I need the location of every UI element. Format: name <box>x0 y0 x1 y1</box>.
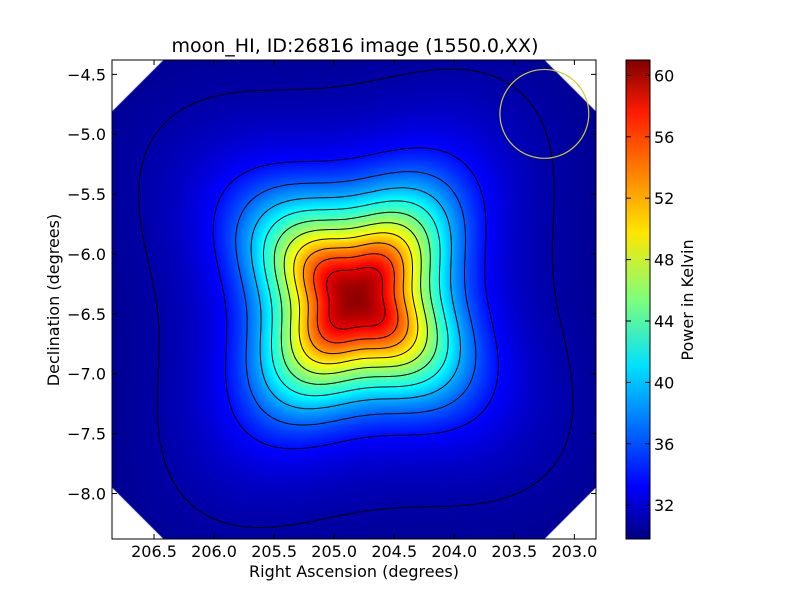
y-tick-label: −5.0 <box>67 125 106 144</box>
contour-line <box>263 200 449 397</box>
x-axis: 206.5 206.0 205.5 205.0 204.5 204.0 203.5 203.0 <box>131 60 597 561</box>
beam-circle <box>499 68 590 159</box>
colorbar-tick-label: 40 <box>654 373 674 392</box>
colorbar-tick-label: 52 <box>654 189 674 208</box>
contour-line <box>326 267 386 330</box>
x-tick-label: 203.5 <box>491 542 537 561</box>
x-tick-label: 204.0 <box>431 542 477 561</box>
contour-line <box>273 211 438 385</box>
colorbar-tick-label: 60 <box>654 66 674 85</box>
contour-line <box>212 147 499 450</box>
y-tick-label: −7.5 <box>67 425 106 444</box>
contour-line <box>313 253 399 344</box>
colorbar-tick-label: 44 <box>654 312 674 331</box>
y-tick-label: −6.0 <box>67 245 106 264</box>
colorbar-label: Power in Kelvin <box>678 239 697 360</box>
contour-line <box>138 68 574 528</box>
y-tick-label: −7.0 <box>67 365 106 384</box>
chart-title: moon_HI, ID:26816 image (1550.0,XX) <box>172 35 539 57</box>
plot-area <box>111 59 597 540</box>
colorbar-tick-label: 56 <box>654 128 674 147</box>
contour-lines <box>138 68 574 528</box>
contour-line <box>235 171 477 426</box>
contour-line <box>283 222 428 375</box>
y-tick-label: −6.5 <box>67 305 106 324</box>
colorbar-ticks: 32 36 40 44 48 52 56 60 <box>626 66 674 515</box>
x-tick-label: 203.0 <box>551 542 597 561</box>
colorbar-gradient <box>625 59 651 540</box>
heatmap-canvas-holder <box>112 60 596 539</box>
y-axis-label: Declination (degrees) <box>44 214 63 386</box>
x-tick-label: 204.5 <box>371 542 417 561</box>
y-tick-label: −4.5 <box>67 65 106 84</box>
contour-line <box>302 242 409 355</box>
plot-frame <box>111 59 597 540</box>
x-tick-label: 206.5 <box>131 542 177 561</box>
contour-line <box>293 232 419 365</box>
x-tick-label: 205.5 <box>251 542 297 561</box>
contour-line <box>250 187 461 410</box>
x-tick-label: 205.0 <box>311 542 357 561</box>
colorbar-tick-label: 36 <box>654 435 674 454</box>
colorbar: 32 36 40 44 48 52 56 60 Power in Kelvin <box>625 59 697 540</box>
colorbar-tick-label: 48 <box>654 251 674 270</box>
y-tick-label: −5.5 <box>67 185 106 204</box>
y-axis: −4.5 −5.0 −5.5 −6.0 −6.5 −7.0 −7.5 −8.0 <box>67 65 596 503</box>
x-tick-label: 206.0 <box>191 542 237 561</box>
heatmap-image <box>112 60 596 539</box>
colorbar-tick-label: 32 <box>654 496 674 515</box>
x-axis-label: Right Ascension (degrees) <box>249 562 459 581</box>
y-tick-label: −8.0 <box>67 484 106 503</box>
